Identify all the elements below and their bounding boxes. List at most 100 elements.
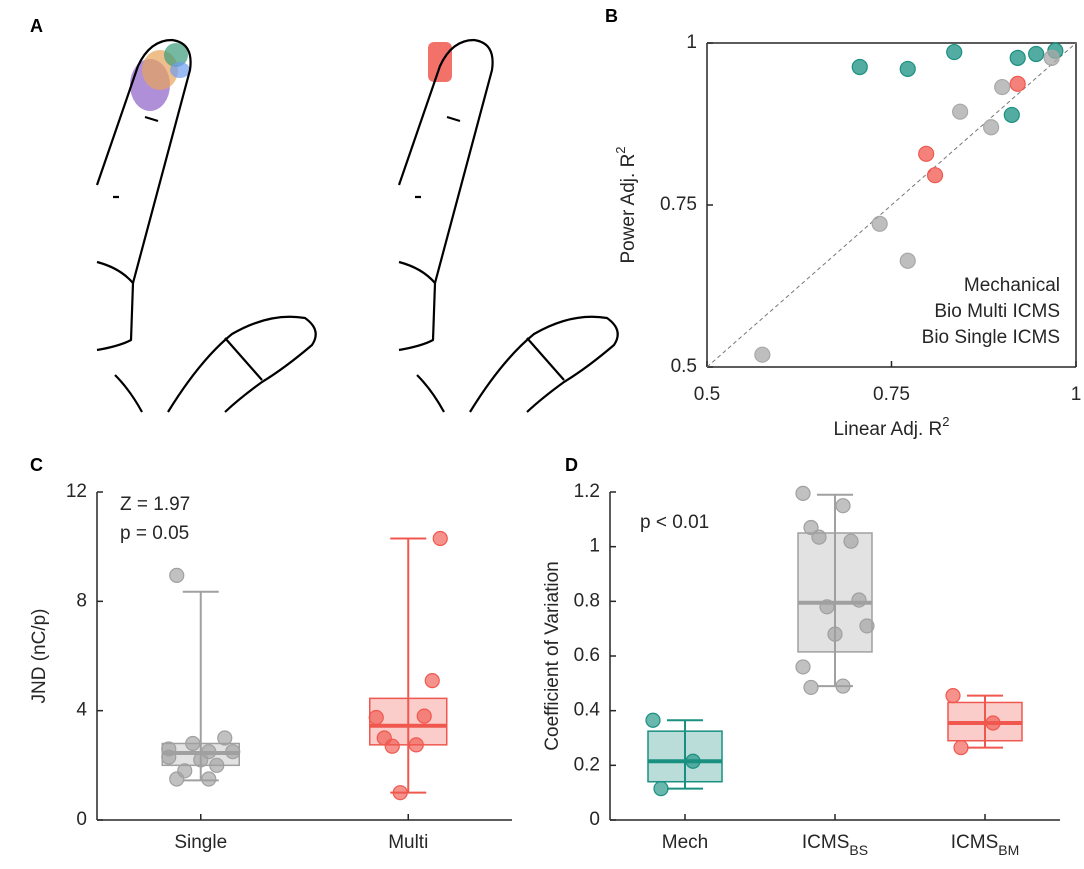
legend-entry: Bio Multi ICMS bbox=[934, 301, 1060, 322]
data-point bbox=[177, 763, 193, 779]
data-point bbox=[169, 567, 185, 583]
finger-right bbox=[397, 38, 619, 413]
data-point bbox=[811, 529, 827, 545]
data-point bbox=[795, 485, 811, 501]
y-axis-label: Coefficient of Variation bbox=[542, 561, 563, 750]
y-tick-label: 0.4 bbox=[574, 700, 601, 721]
annotation: p = 0.05 bbox=[120, 523, 189, 544]
scatter-point bbox=[918, 145, 935, 162]
data-point bbox=[945, 688, 961, 704]
panel-label: A bbox=[30, 16, 43, 36]
category-subscript: BS bbox=[849, 842, 868, 858]
x-tick-label: 1 bbox=[1071, 384, 1082, 405]
data-point bbox=[835, 678, 851, 694]
y-tick-label: 1.2 bbox=[574, 481, 600, 502]
panel-label: C bbox=[30, 455, 43, 475]
data-point bbox=[843, 533, 859, 549]
scatter-point bbox=[871, 215, 888, 232]
x-axis-label-sup: 2 bbox=[942, 414, 949, 429]
data-point bbox=[217, 730, 233, 746]
data-point bbox=[209, 757, 225, 773]
category-name: Multi bbox=[388, 832, 428, 853]
y-tick-label: 0.6 bbox=[574, 645, 600, 666]
scatter-point bbox=[1043, 49, 1060, 67]
data-point bbox=[859, 618, 875, 634]
panel-label: D bbox=[565, 455, 578, 475]
data-point bbox=[201, 744, 217, 760]
y-axis-label-main: Power Adj. R bbox=[618, 154, 639, 264]
data-point bbox=[161, 749, 177, 765]
panel-label: B bbox=[605, 6, 618, 26]
y-tick-label: 8 bbox=[76, 590, 87, 611]
scatter-point bbox=[1009, 75, 1026, 92]
data-point bbox=[408, 737, 424, 753]
finger-outline bbox=[95, 38, 192, 284]
y-tick-label: 12 bbox=[66, 481, 87, 502]
data-point bbox=[201, 771, 217, 787]
field-red bbox=[428, 42, 452, 82]
finger-left bbox=[95, 38, 317, 413]
x-tick-label: 0.5 bbox=[694, 384, 720, 405]
x-axis-label-main: Linear Adj. R bbox=[833, 419, 942, 440]
scatter-point bbox=[754, 346, 771, 363]
y-tick-label: 0.8 bbox=[574, 590, 600, 611]
y-axis-label-sup: 2 bbox=[613, 146, 628, 153]
data-point bbox=[803, 679, 819, 696]
identity-line bbox=[706, 42, 1077, 368]
y-axis-label: JND (nC/p) bbox=[29, 608, 50, 703]
data-point bbox=[985, 715, 1001, 731]
legend-entry: Mechanical bbox=[964, 275, 1060, 296]
legend-entry: Bio Single ICMS bbox=[922, 327, 1060, 348]
data-point bbox=[851, 592, 867, 608]
category-name: Mech bbox=[662, 832, 708, 853]
data-point bbox=[835, 498, 851, 514]
data-point bbox=[795, 659, 811, 675]
annotation: p < 0.01 bbox=[640, 512, 709, 533]
scatter-point bbox=[952, 103, 969, 120]
data-point bbox=[953, 739, 969, 756]
scatter-point bbox=[899, 60, 916, 78]
data-point bbox=[432, 530, 448, 547]
category-name: Single bbox=[174, 832, 227, 853]
hand-outline bbox=[398, 115, 619, 413]
scatter-point bbox=[1003, 106, 1020, 124]
x-tick-label: Single bbox=[174, 832, 227, 853]
data-point bbox=[819, 599, 835, 615]
category-name: ICMS bbox=[951, 832, 999, 853]
data-point bbox=[384, 738, 400, 754]
scatter-point bbox=[983, 119, 1000, 136]
data-point bbox=[685, 753, 701, 769]
data-point bbox=[368, 709, 384, 726]
scatter-point bbox=[946, 43, 963, 61]
data-point bbox=[424, 672, 440, 689]
annotation: Z = 1.97 bbox=[120, 494, 190, 515]
x-tick-label: 0.75 bbox=[873, 384, 910, 405]
box bbox=[647, 730, 723, 783]
finger-outline bbox=[397, 38, 494, 284]
x-tick-label: ICMSBS bbox=[802, 832, 868, 858]
scatter-point bbox=[1009, 49, 1026, 67]
data-point bbox=[645, 712, 661, 728]
y-tick-label: 1 bbox=[686, 32, 697, 53]
data-point bbox=[225, 744, 241, 760]
scatter-point bbox=[1028, 45, 1045, 63]
y-tick-label: 0.75 bbox=[660, 194, 697, 215]
y-tick-label: 4 bbox=[76, 700, 87, 721]
scatter-point bbox=[926, 167, 944, 184]
y-tick-label: 1 bbox=[589, 536, 600, 557]
field-teal bbox=[164, 43, 188, 67]
y-tick-label: 0.2 bbox=[574, 754, 600, 775]
data-point bbox=[392, 785, 408, 801]
data-point bbox=[827, 626, 843, 642]
x-tick-label: ICMSBM bbox=[951, 832, 1020, 858]
scatter-point bbox=[994, 78, 1011, 96]
hand-outline bbox=[96, 115, 317, 413]
y-axis-label: Power Adj. R2 bbox=[613, 146, 639, 263]
data-point bbox=[653, 780, 669, 797]
field-blue bbox=[170, 62, 190, 78]
x-axis-label: Linear Adj. R2 bbox=[833, 414, 949, 440]
category-subscript: BM bbox=[998, 842, 1019, 858]
y-tick-label: 0 bbox=[589, 809, 600, 830]
x-tick-label: Multi bbox=[388, 832, 428, 853]
